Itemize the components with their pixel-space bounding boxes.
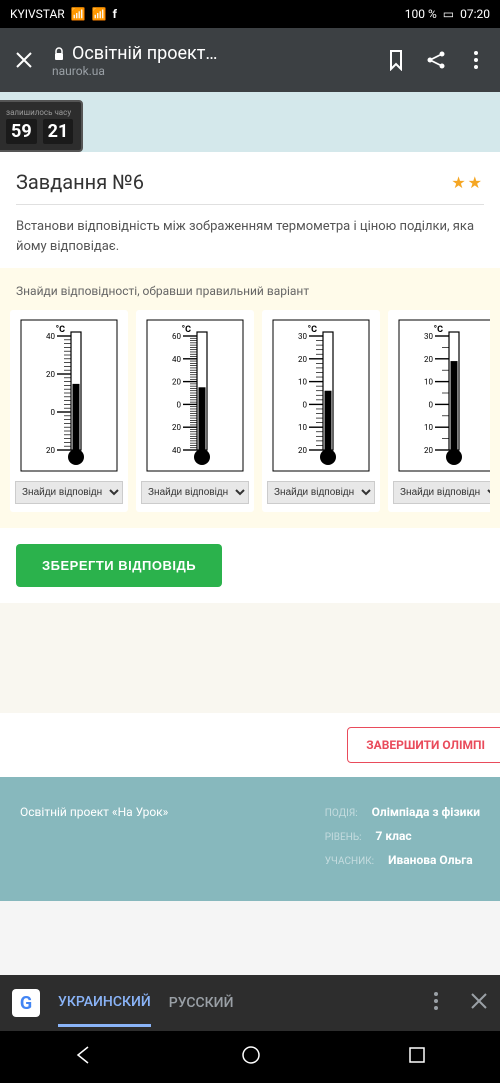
svg-text:10: 10 <box>298 423 307 432</box>
close-icon[interactable] <box>12 48 36 72</box>
svg-text:0: 0 <box>429 400 434 409</box>
bookmark-icon[interactable] <box>384 48 408 72</box>
android-nav-bar <box>0 1031 500 1083</box>
countdown-timer: залишилось часу 59 21 <box>0 100 83 152</box>
translate-more-icon[interactable] <box>434 992 438 1014</box>
svg-text:30: 30 <box>298 332 307 341</box>
svg-text:10: 10 <box>424 423 433 432</box>
more-icon[interactable] <box>464 48 488 72</box>
svg-text:0: 0 <box>51 408 56 417</box>
svg-text:20: 20 <box>172 423 181 432</box>
content-gap <box>0 603 500 713</box>
thermometer-card: °C40 20 0 20 Знайди відповідн <box>10 310 128 512</box>
save-button[interactable]: ЗБЕРЕГТИ ВІДПОВІДЬ <box>16 544 222 587</box>
svg-text:20: 20 <box>46 446 55 455</box>
finish-row: ЗАВЕРШИТИ ОЛІМПІ <box>0 713 500 777</box>
timer-label: залишилось часу <box>6 108 73 117</box>
svg-text:40: 40 <box>46 332 55 341</box>
svg-text:20: 20 <box>424 446 433 455</box>
thermometer-card: °C30 20 10 0 10 20 Знайди відповідн <box>262 310 380 512</box>
android-status-bar: KYIVSTAR 📶 📶 f 100 % ▭ 07:20 <box>0 0 500 28</box>
nav-recent-icon[interactable] <box>408 1046 426 1068</box>
lang-tab-russian[interactable]: РУССКИЙ <box>169 995 234 1011</box>
svg-text:°C: °C <box>56 325 66 335</box>
page-content: залишилось часу 59 21 Завдання №6 ★★ Вст… <box>0 92 500 901</box>
svg-text:0: 0 <box>303 400 308 409</box>
svg-text:20: 20 <box>46 370 55 379</box>
footer-level-label: РІВЕНЬ: <box>325 832 362 843</box>
finish-olympiad-button[interactable]: ЗАВЕРШИТИ ОЛІМПІ <box>347 727 500 763</box>
footer-project: Освітній проект «На Урок» <box>20 805 285 819</box>
svg-text:°C: °C <box>308 325 318 335</box>
match-select[interactable]: Знайди відповідн <box>15 481 123 504</box>
svg-text:40: 40 <box>172 446 181 455</box>
svg-text:0: 0 <box>177 400 182 409</box>
browser-toolbar: Освітній проект… naurok.ua <box>0 28 500 92</box>
thermometer-card: °C60 40 20 0 20 40 Знайди відповідн <box>136 310 254 512</box>
share-icon[interactable] <box>424 48 448 72</box>
svg-text:10: 10 <box>298 378 307 387</box>
match-select[interactable]: Знайди відповідн <box>141 481 249 504</box>
timer-min: 59 <box>6 119 37 144</box>
svg-text:20: 20 <box>298 446 307 455</box>
battery-icon: ▭ <box>443 7 454 21</box>
footer-level: 7 клас <box>376 829 412 843</box>
svg-text:20: 20 <box>172 378 181 387</box>
nav-back-icon[interactable] <box>74 1045 94 1069</box>
svg-text:10: 10 <box>424 378 433 387</box>
domain-label: naurok.ua <box>52 64 368 78</box>
lang-tab-ukrainian[interactable]: УКРАИНСКИЙ <box>58 994 151 1027</box>
translate-close-icon[interactable] <box>470 992 488 1014</box>
svg-text:°C: °C <box>434 325 444 335</box>
task-description: Встанови відповідність між зображенням т… <box>16 217 484 256</box>
svg-text:40: 40 <box>172 355 181 364</box>
nav-home-icon[interactable] <box>241 1045 261 1069</box>
thermometer-row: °C4020020Знайди відповідн°C60402002040Зн… <box>10 310 490 512</box>
timer-sec: 21 <box>43 119 74 144</box>
svg-text:20: 20 <box>424 355 433 364</box>
header-decor: залишилось часу 59 21 <box>0 92 500 152</box>
page-title-text: Освітній проект… <box>72 43 217 64</box>
translate-bar: G УКРАИНСКИЙ РУССКИЙ <box>0 975 500 1031</box>
facebook-icon: f <box>113 7 117 21</box>
thermometer-card: °C30 20 10 0 10 20 Знайди відповідн <box>388 310 490 512</box>
matching-instruction: Знайди відповідності, обравши правильний… <box>10 284 490 298</box>
carrier-label: KYIVSTAR <box>10 7 65 21</box>
footer-user: Иванова Ольга <box>388 853 473 867</box>
matching-area: Знайди відповідності, обравши правильний… <box>0 268 500 528</box>
wifi-icon: 📶 <box>92 7 107 21</box>
match-select[interactable]: Знайди відповідн <box>267 481 375 504</box>
page-footer: Освітній проект «На Урок» ПОДІЯ: Олімпіа… <box>0 777 500 901</box>
svg-text:20: 20 <box>298 355 307 364</box>
svg-text:30: 30 <box>424 332 433 341</box>
difficulty-stars: ★★ <box>451 173 484 192</box>
save-row: ЗБЕРЕГТИ ВІДПОВІДЬ <box>0 528 500 603</box>
battery-label: 100 % <box>405 7 437 21</box>
footer-event-label: ПОДІЯ: <box>325 808 358 819</box>
match-select[interactable]: Знайди відповідн <box>393 481 490 504</box>
signal-icon: 📶 <box>71 7 86 21</box>
footer-user-label: УЧАСНИК: <box>325 856 374 867</box>
clock-label: 07:20 <box>460 7 490 21</box>
lock-icon <box>52 47 66 61</box>
google-translate-icon[interactable]: G <box>12 989 40 1017</box>
task-card: Завдання №6 ★★ Встанови відповідність мі… <box>0 152 500 268</box>
svg-text:°C: °C <box>182 325 192 335</box>
task-title: Завдання №6 <box>16 170 144 194</box>
svg-text:60: 60 <box>172 332 181 341</box>
footer-event: Олімпіада з фізики <box>372 805 480 819</box>
url-title-block[interactable]: Освітній проект… naurok.ua <box>52 43 368 78</box>
